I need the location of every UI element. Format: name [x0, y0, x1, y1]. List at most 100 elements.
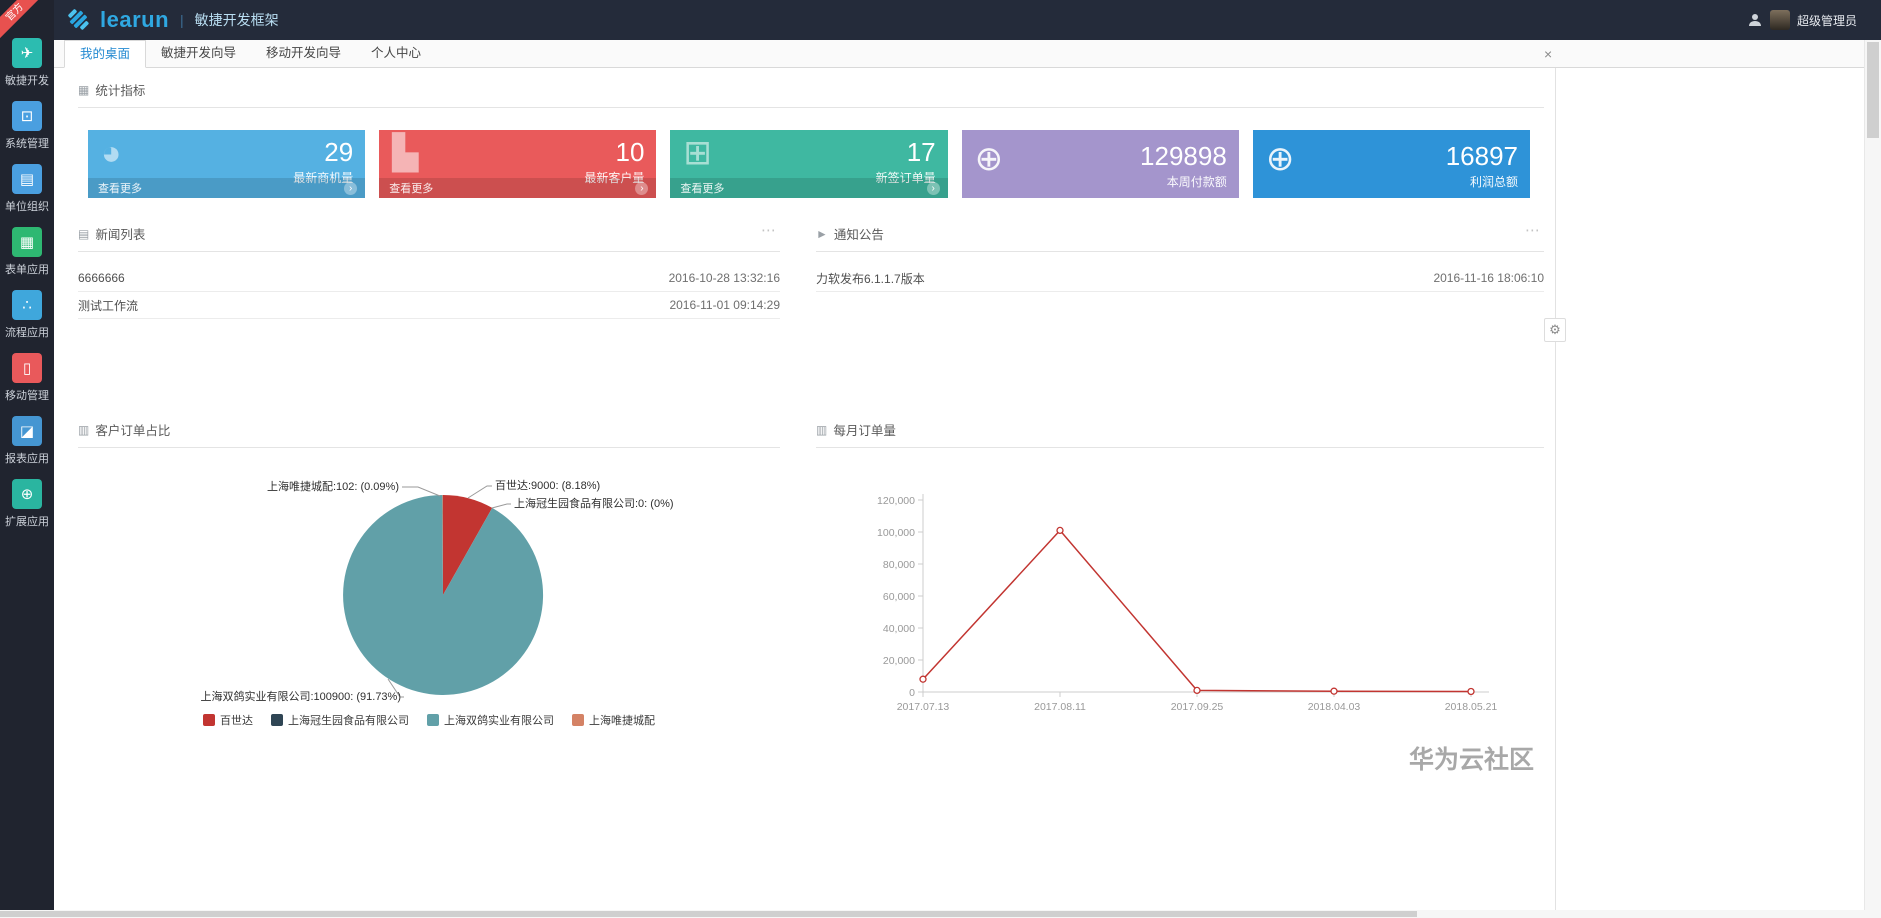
sidebar-item-系统管理[interactable]: ⊡ 系统管理 [5, 101, 49, 151]
legend-swatch [203, 714, 215, 726]
arrow-circle-icon: › [635, 181, 649, 195]
user-avatar[interactable] [1769, 10, 1790, 30]
tab-移动开发向导[interactable]: 移动开发向导 [266, 46, 342, 60]
divider [78, 251, 780, 252]
sidebar-item-label: 移动管理 [5, 390, 49, 402]
pie-stat-icon: ◕ [101, 134, 122, 172]
lists-section: ▤ 新闻列表 ⋯ 6666666 2016-10-28 13:32:16 测试工作流… [78, 222, 1544, 320]
pie-slice-上海双鸽实业有限公司[interactable] [343, 495, 544, 695]
gear-icon: ⚙ [1549, 322, 1561, 337]
item-time: 2016-11-01 09:14:29 [669, 298, 780, 312]
tab-个人中心[interactable]: 个人中心 [371, 46, 422, 60]
divider [78, 447, 780, 448]
sidebar-item-label: 扩展应用 [5, 516, 49, 528]
sidebar-item-表单应用[interactable]: ▦ 表单应用 [5, 227, 49, 277]
pie-label-leader [387, 678, 404, 698]
item-time: 2016-11-16 18:06:10 [1433, 271, 1544, 285]
legend-item-上海双鸽实业有限公司[interactable]: 上海双鸽实业有限公司 [427, 712, 554, 728]
sidebar-item-label: 报表应用 [5, 453, 49, 465]
stat-value: 17 [906, 137, 936, 167]
divider [816, 447, 1544, 448]
item-title: 测试工作流 [78, 298, 139, 313]
sidebar-item-单位组织[interactable]: ▤ 单位组织 [5, 164, 49, 214]
list-item[interactable]: 测试工作流 2016-11-01 09:14:29 [78, 292, 780, 319]
stat-label: 最新客户量 [584, 170, 645, 185]
globe-icon: ⊕ [12, 479, 42, 509]
stat-card-利润总额: ⊕ 16897 利润总额 [1252, 130, 1531, 198]
pie-slice-上海唯捷城配[interactable] [442, 494, 443, 595]
main-area: 我的桌面 敏捷开发向导 移动开发向导 个人中心 × ▦ 统计指标 ◕ 29 最新商机量 查看… [54, 40, 1864, 910]
vertical-scrollbar-thumb[interactable] [1867, 42, 1879, 138]
globe-icon: ⊕ [1265, 140, 1295, 178]
vertical-scrollbar[interactable] [1864, 40, 1881, 910]
tab-敏捷开发向导[interactable]: 敏捷开发向导 [161, 46, 237, 60]
scrollbar-corner [1864, 910, 1881, 918]
stat-value: 29 [324, 137, 354, 167]
close-icon[interactable]: × [1544, 46, 1553, 62]
pie-label: 百世达:9000: (8.18%) [495, 479, 600, 492]
view-more-link[interactable]: 查看更多 › [88, 178, 366, 198]
y-tick-label: 60,000 [883, 591, 915, 603]
stat-value: 129898 [1140, 141, 1227, 171]
globe-icon: ⊕ [974, 140, 1004, 178]
tab-我的桌面[interactable]: 我的桌面 [64, 40, 147, 68]
sidebar-item-label: 流程应用 [5, 327, 49, 339]
app-title: 敏捷开发框架 [194, 12, 279, 28]
logo-text: learun [100, 7, 170, 32]
pie-slice-百世达[interactable] [443, 494, 493, 595]
learun-logo-icon [68, 9, 89, 30]
sidebar-item-报表应用[interactable]: ◪ 报表应用 [5, 416, 49, 466]
sidebar: 官方 ✈ 敏捷开发 ⊡ 系统管理 ▤ 单位组织 ▦ 表单应用 ∴ 流程应用 ▯ 移动管理 ◪ 报表应用 ⊕ 扩… [0, 0, 54, 910]
legend-item-上海冠生园食品有限公司[interactable]: 上海冠生园食品有限公司 [271, 712, 409, 728]
pie-label: 上海双鸽实业有限公司:100900: (91.73%) [200, 689, 401, 703]
data-point [1330, 687, 1338, 695]
line-panel-title: 每月订单量 [833, 424, 896, 438]
stat-value: 16897 [1445, 141, 1519, 171]
logo-divider: | [180, 12, 184, 28]
view-more-label: 查看更多 [389, 183, 434, 195]
list-item[interactable]: 6666666 2016-10-28 13:32:16 [78, 265, 780, 292]
news-panel-title: 新闻列表 [95, 228, 146, 242]
notice-panel-title: 通知公告 [833, 228, 884, 242]
stat-label: 新签订单量 [875, 170, 936, 185]
item-title: 力软发布6.1.1.7版本 [816, 271, 925, 286]
gauge-icon: ▦ [78, 82, 90, 97]
list-item[interactable]: 力软发布6.1.1.7版本 2016-11-16 18:06:10 [816, 265, 1544, 292]
y-tick-label: 40,000 [883, 623, 915, 635]
settings-gear-button[interactable]: ⚙ [1544, 318, 1566, 342]
line-panel-header: ▥ 每月订单量 [816, 420, 1544, 439]
stats-section-header: ▦ 统计指标 [78, 80, 1544, 99]
watermark: 华为云社区 [1408, 746, 1534, 774]
bar-chart-icon: ▥ [78, 422, 90, 437]
notice-panel: ► 通知公告 ⋯ 力软发布6.1.1.7版本 2016-11-16 18:06:1… [816, 222, 1544, 320]
legend-item-百世达[interactable]: 百世达 [203, 712, 253, 728]
monitor-icon: ⊡ [12, 101, 42, 131]
stat-label: 利润总额 [1470, 174, 1519, 189]
stat-label: 本周付款额 [1166, 174, 1227, 189]
notice-list: 力软发布6.1.1.7版本 2016-11-16 18:06:10 [816, 265, 1544, 292]
pie-label-leader [402, 486, 441, 497]
news-menu-icon[interactable]: ⋯ [761, 222, 778, 239]
horizontal-scrollbar-thumb[interactable] [0, 911, 1417, 917]
person-icon [1748, 14, 1761, 26]
line-panel: ▥ 每月订单量 0 20,000 40,000 60,000 80,000 100,000… [816, 420, 1544, 728]
horizontal-scrollbar[interactable] [0, 910, 1864, 918]
sidebar-item-流程应用[interactable]: ∴ 流程应用 [5, 290, 49, 340]
notice-menu-icon[interactable]: ⋯ [1525, 222, 1542, 239]
view-more-link[interactable]: 查看更多 › [670, 178, 948, 198]
logo[interactable]: learun | 敏捷开发框架 [66, 7, 279, 33]
legend-swatch [572, 714, 584, 726]
stat-card-本周付款额: ⊕ 129898 本周付款额 [961, 130, 1239, 198]
arrow-circle-icon: › [926, 181, 940, 195]
stat-card-新签订单量: ⊞ 17 新签订单量 查看更多 › [670, 130, 948, 198]
line-chart: 0 20,000 40,000 60,000 80,000 100,000 120,000 2… [877, 494, 1497, 713]
sidebar-item-扩展应用[interactable]: ⊕ 扩展应用 [5, 479, 49, 529]
view-more-link[interactable]: 查看更多 › [379, 178, 657, 198]
legend-item-上海唯捷城配[interactable]: 上海唯捷城配 [572, 712, 655, 728]
user-area[interactable]: 超级管理员 [1747, 10, 1857, 30]
desktop-page: ▦ 统计指标 ◕ 29 最新商机量 查看更多 › ▙ 10 最新客户量 查看更多 › ⊞ 17 新签订单… [54, 68, 1566, 910]
sidebar-item-label: 表单应用 [5, 264, 49, 276]
pie-label-leader [491, 503, 511, 509]
sidebar-item-移动管理[interactable]: ▯ 移动管理 [5, 353, 49, 403]
sidebar-item-敏捷开发[interactable]: ✈ 敏捷开发 [5, 38, 49, 88]
